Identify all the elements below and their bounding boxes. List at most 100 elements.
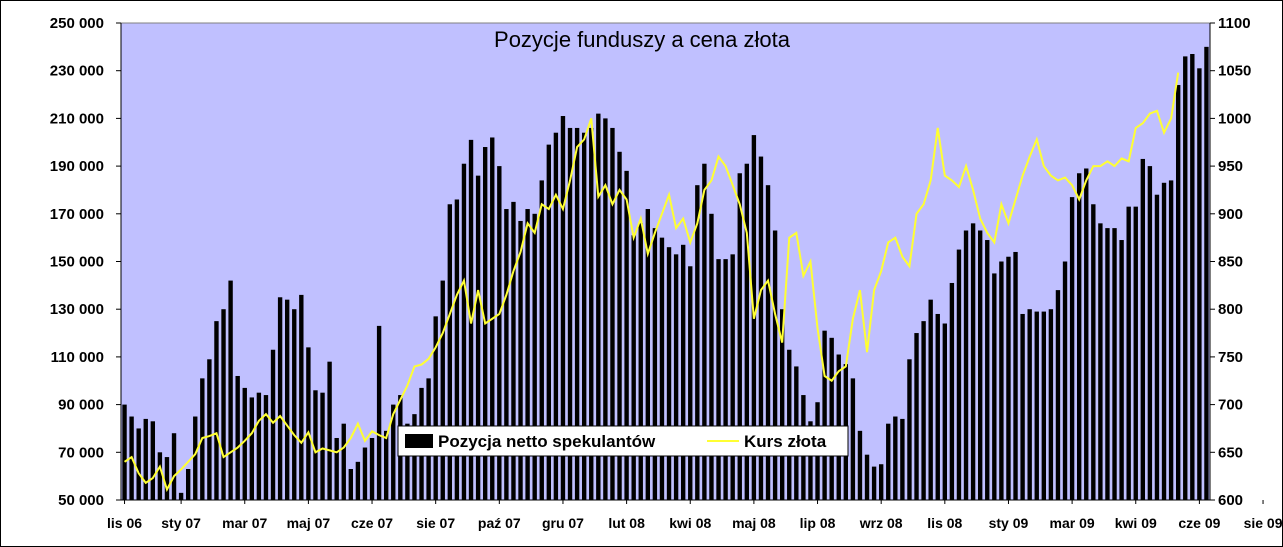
bar	[1126, 206, 1131, 500]
bar	[193, 416, 198, 500]
bar	[956, 249, 962, 500]
bar	[475, 175, 481, 500]
bar	[1069, 197, 1075, 501]
bar	[1048, 309, 1054, 500]
bar	[999, 261, 1004, 500]
gold-price-line	[123, 72, 1180, 493]
x-tick-label: lut 08	[608, 515, 645, 531]
bar	[985, 240, 990, 500]
bar	[603, 118, 608, 501]
bar	[299, 294, 304, 500]
bar	[822, 330, 827, 500]
left-tick-label: 150 000	[50, 254, 104, 271]
bar	[1183, 56, 1188, 500]
bar	[610, 127, 615, 500]
bar	[221, 309, 226, 500]
bar	[914, 333, 919, 500]
bar	[1112, 228, 1117, 501]
bar	[242, 387, 247, 500]
bar	[277, 297, 283, 500]
bar	[178, 492, 184, 500]
right-tick-label: 850	[1218, 254, 1243, 271]
bar	[1034, 311, 1039, 500]
bar	[723, 259, 728, 500]
bar	[1062, 261, 1068, 500]
bar	[270, 349, 276, 500]
right-tick-label: 650	[1218, 444, 1243, 461]
x-tick-label: cze 07	[351, 515, 393, 531]
bar	[1084, 168, 1089, 501]
bar	[412, 414, 417, 500]
left-tick-label: 170 000	[50, 206, 104, 223]
bar	[1197, 68, 1202, 500]
bar	[171, 433, 177, 500]
bar	[1055, 290, 1061, 500]
bar	[744, 163, 750, 500]
bar	[136, 428, 141, 500]
bar	[864, 454, 870, 500]
bar	[1204, 46, 1209, 500]
bar	[829, 337, 834, 500]
x-tick-label: maj 07	[287, 515, 331, 531]
bar	[1154, 194, 1160, 500]
bar	[928, 299, 933, 500]
bar	[454, 199, 460, 501]
x-tick-label: mar 09	[1050, 515, 1095, 531]
bar	[362, 447, 368, 500]
right-tick-label: 700	[1218, 397, 1243, 414]
bar	[765, 185, 771, 500]
right-tick-label: 900	[1218, 206, 1243, 223]
x-tick-label: lis 06	[107, 515, 142, 531]
bar	[313, 390, 318, 500]
bar	[992, 273, 997, 500]
bar	[942, 323, 948, 500]
bar	[949, 282, 955, 500]
legend-box	[397, 425, 849, 457]
bar	[546, 144, 552, 500]
bar	[306, 347, 311, 500]
bar	[617, 151, 622, 501]
bar	[518, 220, 523, 500]
bar	[730, 254, 735, 500]
x-tick-label: gru 07	[542, 515, 584, 531]
bar	[963, 230, 969, 500]
bar	[447, 204, 453, 500]
bar	[695, 185, 700, 500]
bar	[758, 156, 764, 500]
bar	[772, 230, 778, 500]
bar	[935, 313, 940, 500]
bar	[977, 230, 983, 500]
x-tick-label: paź 07	[478, 515, 521, 531]
bar	[461, 163, 467, 500]
bar	[1175, 85, 1181, 500]
bar	[440, 280, 445, 500]
left-tick-label: 90 000	[58, 397, 104, 414]
bar	[666, 247, 672, 500]
x-tick-label: kwi 08	[669, 515, 711, 531]
bar	[327, 361, 332, 500]
bar	[376, 325, 382, 500]
left-tick-label: 70 000	[58, 444, 104, 461]
bar	[1020, 313, 1025, 500]
left-tick-label: 250 000	[50, 15, 104, 32]
axes: 50 000 70 000 90 000 110 000 130 000 150 000 1…	[50, 15, 1282, 531]
x-tick-label: sty 07	[161, 515, 201, 531]
bar	[256, 392, 262, 500]
bar	[871, 466, 877, 500]
x-tick-label: sie 09	[1244, 515, 1282, 531]
bar	[334, 437, 339, 500]
left-tick-label: 130 000	[50, 301, 104, 318]
x-tick-label: lip 08	[800, 515, 836, 531]
x-tick-label: wrz 08	[859, 515, 903, 531]
bar	[631, 235, 636, 500]
right-tick-label: 1100	[1218, 15, 1251, 32]
bar	[539, 180, 544, 500]
legend-line-label: Kurs złota	[744, 432, 827, 451]
x-tick-label: lis 08	[927, 515, 962, 531]
bar	[1119, 240, 1124, 500]
bar	[787, 349, 792, 500]
bar	[164, 457, 170, 500]
bar	[341, 423, 346, 500]
bar	[673, 254, 679, 500]
x-tick-label: sty 09	[989, 515, 1029, 531]
